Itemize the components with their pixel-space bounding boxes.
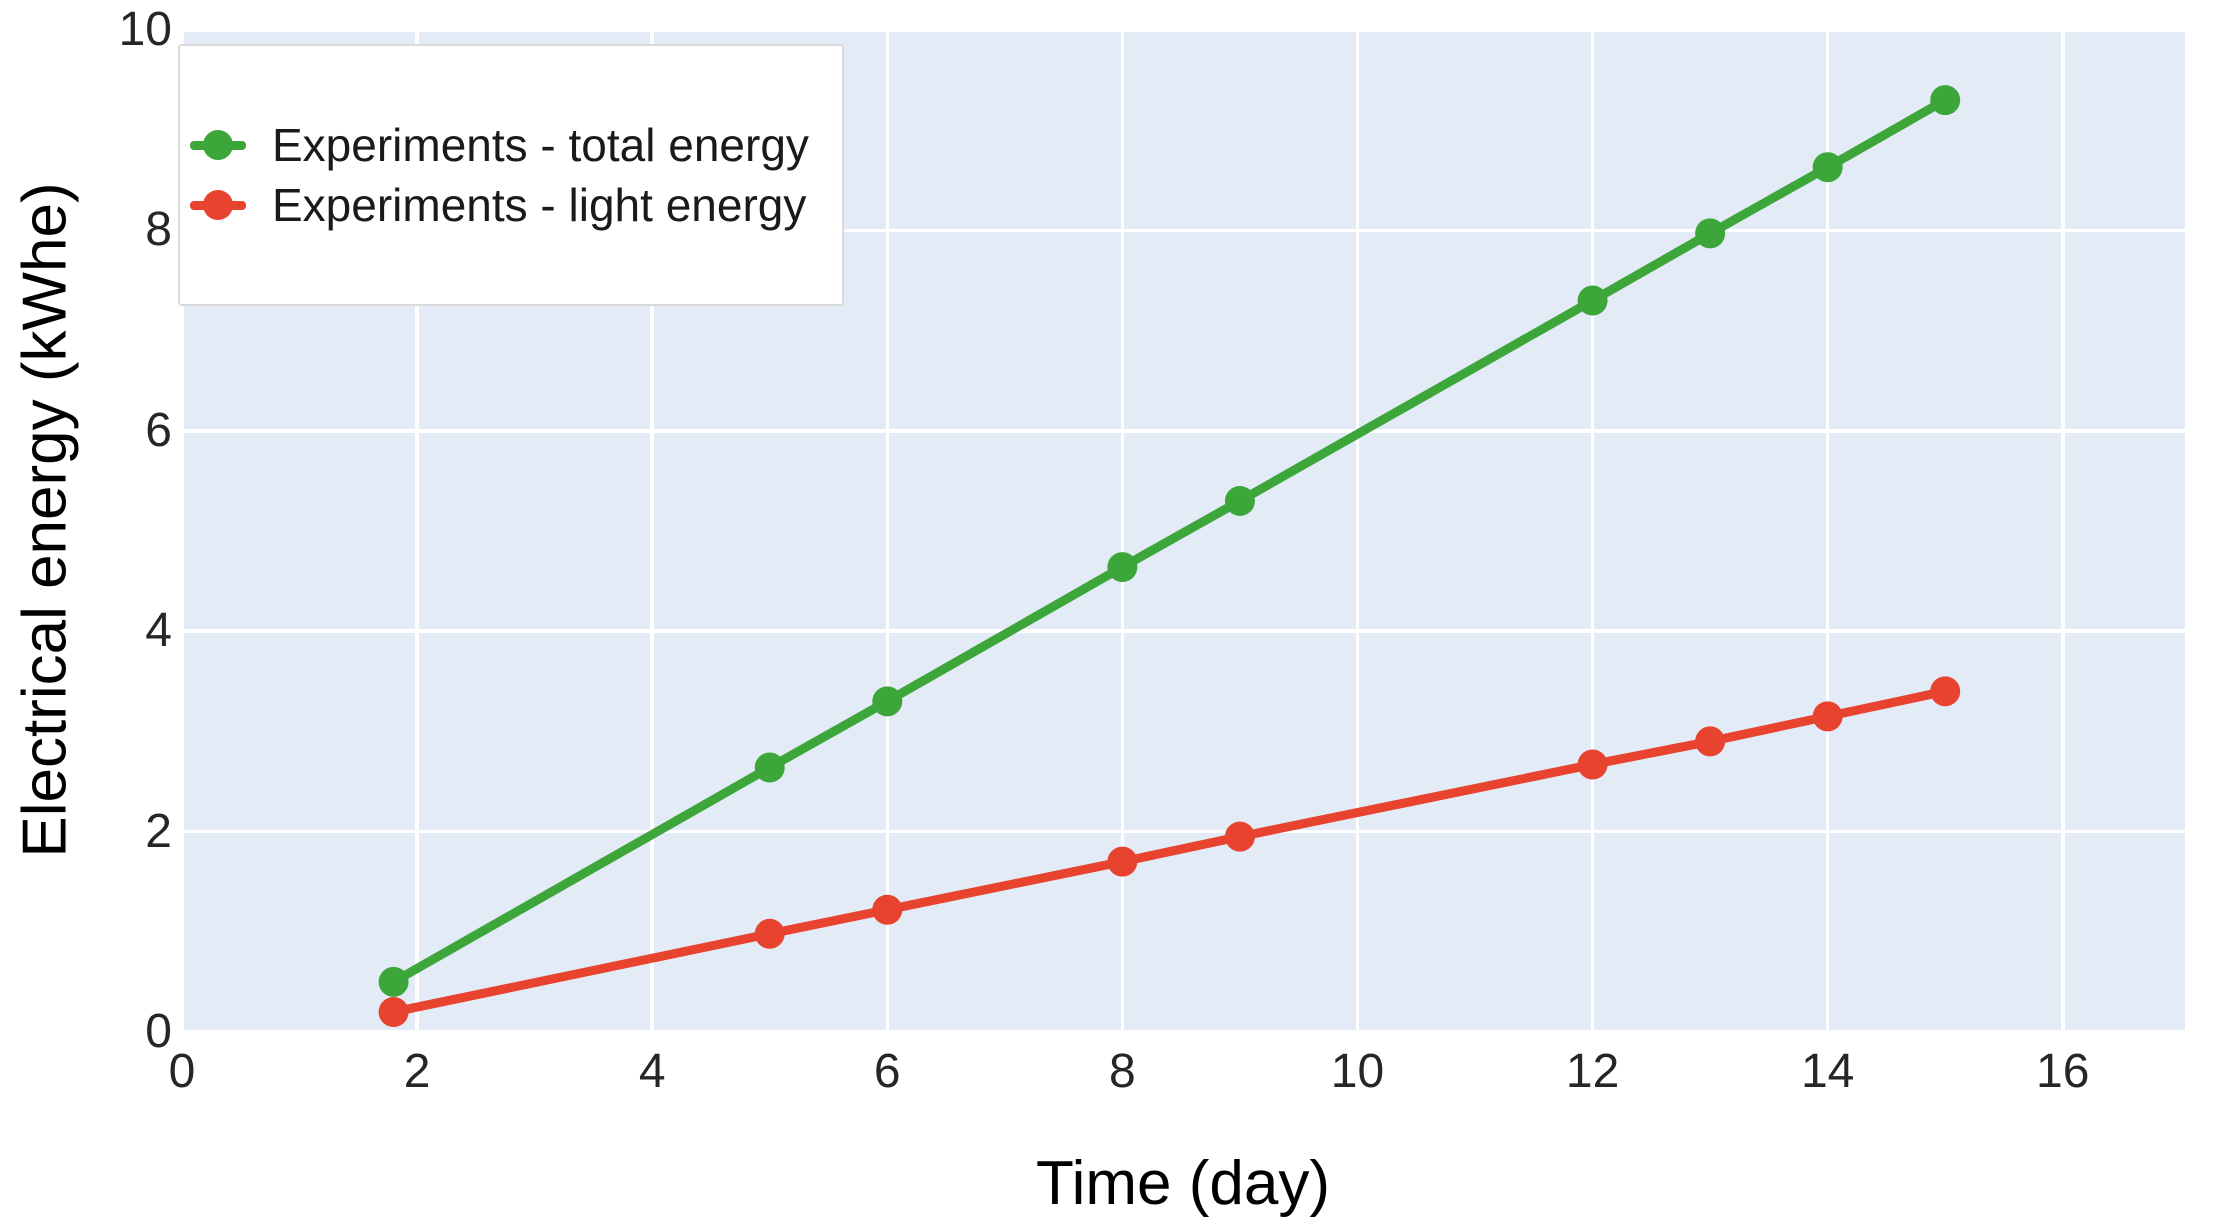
y-tick-label: 8 [145,203,172,257]
legend-marker-total-energy [190,122,246,168]
data-point-series-0 [1107,552,1138,583]
x-tick-label: 8 [1109,1045,1136,1098]
series-lines [378,85,1961,1027]
data-point-series-1 [872,894,903,925]
x-tick-label: 16 [2036,1045,2090,1098]
data-point-series-0 [1577,285,1608,316]
x-tick-label: 2 [403,1045,431,1098]
data-point-series-1 [1930,676,1961,707]
gridline-vertical [650,30,654,1032]
y-tick-label: 0 [145,1005,172,1058]
gridline-vertical [1355,30,1360,1032]
gridline-horizontal [182,1030,2185,1032]
gridline-vertical [1825,30,1830,1032]
gridline-vertical [415,30,419,1032]
data-point-series-0 [1930,85,1961,116]
data-point-series-1 [1812,701,1843,732]
data-point-series-1 [378,996,409,1027]
data-point-series-0 [1695,218,1726,249]
data-point-series-1 [1695,726,1726,757]
data-point-series-0 [1812,152,1843,183]
gridline-horizontal [182,228,2185,233]
legend: Experiments - total energy Experiments -… [178,44,844,306]
x-tick-label: 14 [1800,1045,1855,1098]
data-point-series-1 [1577,749,1608,780]
x-tick-label: 12 [1565,1045,1620,1098]
legend-label-total-energy: Experiments - total energy [272,119,809,171]
legend-dot-marker-icon [203,190,233,220]
gridline-horizontal [182,829,2185,834]
legend-item-total-energy: Experiments - total energy [190,119,842,171]
x-tick-label: 0 [168,1045,196,1098]
y-axis-label: Electrical energy (kWhe) [10,182,80,858]
gridline-vertical [1590,30,1595,1032]
y-tick-label: 6 [145,403,172,457]
legend-marker-light-energy [190,182,246,228]
data-point-series-1 [1224,821,1255,852]
data-point-series-0 [872,686,903,717]
gridline-horizontal [182,30,2185,32]
data-point-series-0 [1224,485,1255,516]
y-tick-label: 10 [118,3,172,56]
x-tick-label: 10 [1330,1045,1385,1098]
y-tick-label: 4 [145,604,172,658]
legend-label-light-energy: Experiments - light energy [272,179,807,231]
legend-item-light-energy: Experiments - light energy [190,179,842,231]
y-tick-label: 2 [145,804,172,858]
gridline-vertical [182,30,184,1032]
gridline-vertical [885,30,890,1032]
data-point-series-1 [754,918,785,949]
x-tick-label: 4 [638,1045,666,1098]
gridline-horizontal [182,429,2185,433]
x-axis-label: Time (day) [1036,1149,1330,1218]
legend-dot-marker-icon [203,130,233,160]
data-point-series-0 [754,752,785,783]
data-point-series-1 [1107,846,1138,877]
gridline-horizontal [182,629,2185,633]
gridline-vertical [2061,30,2065,1032]
x-tick-label: 6 [873,1045,901,1098]
gridline-vertical [1120,30,1125,1032]
data-point-series-0 [378,966,409,997]
